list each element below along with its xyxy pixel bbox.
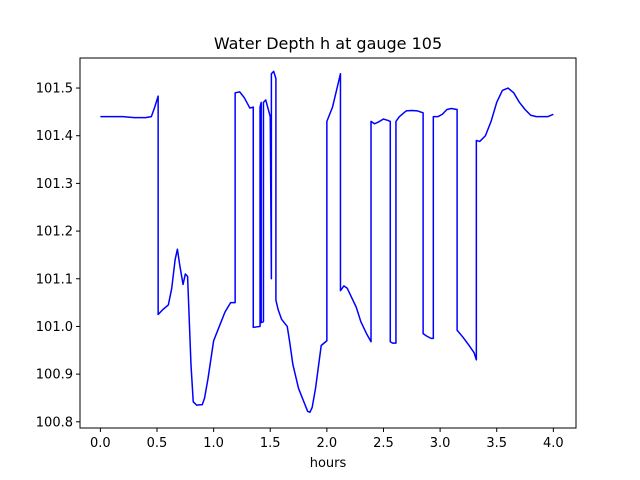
- x-tick-label: 4.0: [543, 436, 564, 451]
- y-tick-label: 101.4: [36, 129, 73, 144]
- y-tick-label: 101.0: [36, 320, 73, 335]
- plot-area: [100, 70, 554, 414]
- x-tick-label: 0.5: [147, 436, 168, 451]
- y-tick-label: 100.8: [36, 415, 73, 430]
- x-axis-label: hours: [310, 456, 347, 471]
- series-line-0: [100, 70, 554, 414]
- y-tick-label: 101.5: [36, 82, 73, 97]
- x-tick-label: 3.0: [430, 436, 451, 451]
- y-tick-label: 101.3: [36, 177, 73, 192]
- y-axis: 100.8 100.9 101.0 101.1 101.2 101.3 101.4 101.5: [36, 82, 80, 430]
- x-tick-label: 1.0: [203, 436, 224, 451]
- x-tick-label: 3.5: [486, 436, 507, 451]
- y-tick-label: 100.9: [36, 368, 73, 383]
- x-tick-label: 1.5: [260, 436, 281, 451]
- chart-title: Water Depth h at gauge 105: [214, 34, 442, 53]
- x-axis: 0.0 0.5 1.0 1.5 2.0 2.5 3.0 3.5 4.0: [90, 428, 564, 451]
- x-tick-label: 2.5: [373, 436, 394, 451]
- x-tick-label: 2.0: [317, 436, 338, 451]
- y-tick-label: 101.2: [36, 225, 73, 240]
- axes-frame: [79, 57, 577, 429]
- y-tick-label: 101.1: [36, 272, 73, 287]
- x-tick-label: 0.0: [90, 436, 111, 451]
